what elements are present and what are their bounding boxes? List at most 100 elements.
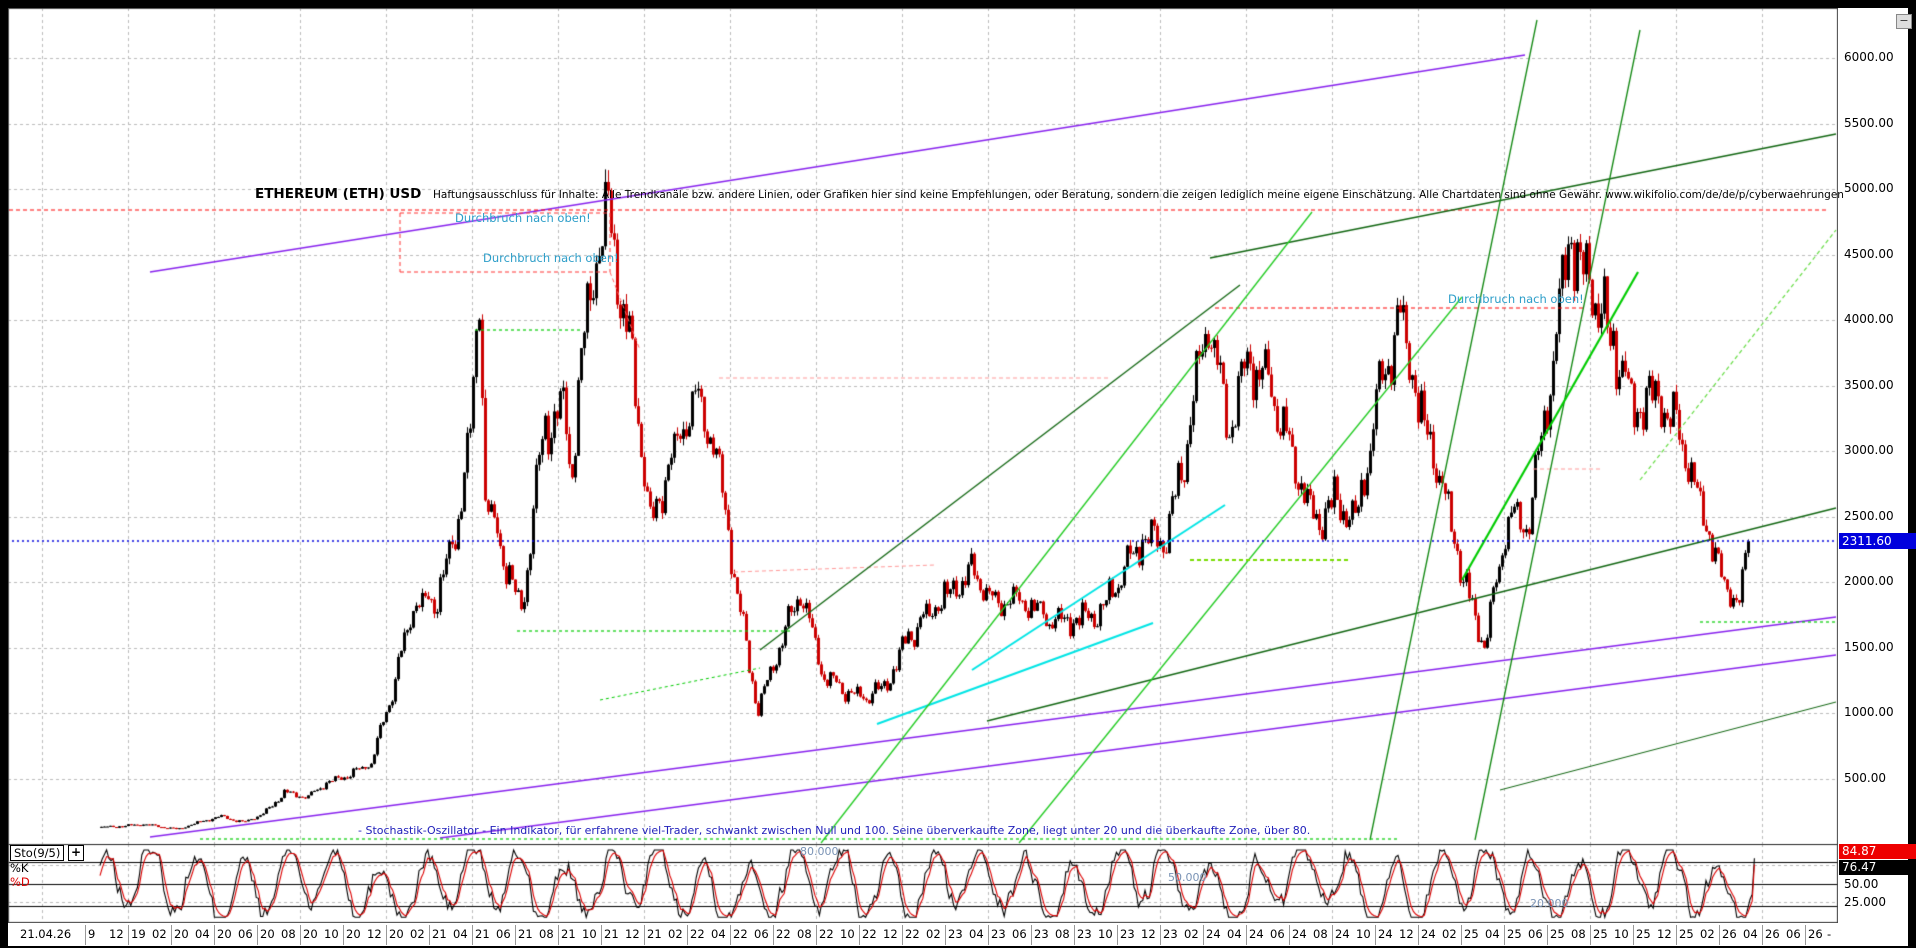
oscillator-expand-button[interactable]: + [68,845,84,861]
price-chart-canvas[interactable] [8,8,1838,845]
x-axis-month-label: 02 [1184,927,1199,941]
k-series-label: %K [10,861,29,875]
x-axis-year-label: 20 [174,927,189,941]
minimize-button[interactable]: − [1896,14,1912,29]
x-axis-year-label: 25 [1593,927,1608,941]
x-axis-month-label: 06 [238,927,253,941]
x-axis-year-label: 9 [88,927,96,941]
x-axis-tick [859,925,860,945]
x-axis-tick [1805,925,1806,945]
x-axis-month-label: 12 [367,927,382,941]
x-axis-year-label: 26 [1808,927,1823,941]
x-axis-tick [1160,925,1161,945]
price-axis-label: 4500.00 [1844,246,1894,261]
current-price-badge: 2311.60 [1839,533,1916,549]
x-axis-tick [730,925,731,945]
x-axis-month-label: 04 [195,927,210,941]
k-value-badge: 84.87 [1839,844,1916,859]
x-axis-year-label: 24 [1292,927,1307,941]
osc-axis-label-25: 25.000 [1844,895,1886,909]
price-axis-label: 5500.00 [1844,115,1894,130]
price-axis-label: 3000.00 [1844,443,1894,457]
x-axis-tick [1418,925,1419,945]
x-axis-tick [128,925,129,945]
x-axis-month-label: 10 [324,927,339,941]
x-axis-tick [171,925,172,945]
x-axis-tick [601,925,602,945]
x-axis-tick [1332,925,1333,945]
x-axis-month-label: 04 [969,927,984,941]
x-axis-month-label: 04 [711,927,726,941]
disclaimer-text: Haftungsausschluss für Inhalte: Alle Tre… [433,189,1844,201]
x-axis-year-label: 22 [733,927,748,941]
x-axis-month-label: 08 [1313,927,1328,941]
x-axis-month-label: 06 [754,927,769,941]
x-axis-tick [1633,925,1634,945]
chart-title: ETHEREUM (ETH) USD [255,186,422,202]
x-axis-year-label: 21 [475,927,490,941]
x-axis-month-label: 10 [1614,927,1629,941]
x-axis-month-label: 02 [1442,927,1457,941]
x-axis-month-label: 06 [1270,927,1285,941]
x-axis-year-label: 20 [346,927,361,941]
x-axis-first-date: 21.04.26 [20,927,72,941]
x-axis-month-label: 04 [453,927,468,941]
x-axis-tick [1246,925,1247,945]
x-axis-month-label: 12 [1657,927,1672,941]
x-axis-tick [343,925,344,945]
time-axis: 21.04.26 9 12 19 02 20 04 20 06 20 08 20 10 20 12 20 02 2… [8,925,1908,946]
x-axis-month-label: 04 [1485,927,1500,941]
d-series-label: %D [10,875,30,889]
x-axis-month-label: 10 [1356,927,1371,941]
x-axis-year-label: 22 [862,927,877,941]
x-axis-tick [1375,925,1376,945]
stochastic-oscillator-canvas[interactable] [8,844,1838,923]
x-axis-year-label: 23 [948,927,963,941]
x-axis-month-label: 10 [840,927,855,941]
x-axis-year-label: 19 [131,927,146,941]
x-axis-tick [1203,925,1204,945]
x-axis-year-label: 23 [1120,927,1135,941]
x-axis-tick [472,925,473,945]
x-axis-month-label: 02 [668,927,683,941]
price-axis-label: 500.00 [1844,770,1886,785]
oscillator-name-badge[interactable]: Sto(9/5) [10,845,65,861]
x-axis-month-label: 12 [1399,927,1414,941]
x-axis-tick [687,925,688,945]
x-axis-tick [988,925,989,945]
price-axis-label: 2000.00 [1844,574,1894,588]
osc-axis-label-50: 50.00 [1844,877,1879,891]
x-axis-tick [1676,925,1677,945]
x-axis-year-label: 25 [1679,927,1694,941]
x-axis-year-label: 24 [1335,927,1350,941]
x-axis-month-label: 10 [1098,927,1113,941]
annotation-text: Durchbruch nach oben! [1448,292,1584,306]
x-axis-tick [1289,925,1290,945]
x-axis-month-label: 02 [1700,927,1715,941]
x-axis-tick [1547,925,1548,945]
x-axis-tick [515,925,516,945]
price-axis-label: 4000.00 [1844,312,1894,326]
x-axis-month-label: 02 [152,927,167,941]
x-axis-month-label: 12 [1141,927,1156,941]
x-axis-year-label: 22 [776,927,791,941]
x-axis-month-label: 06 [496,927,511,941]
x-axis-tick [1117,925,1118,945]
x-axis-tick [85,925,86,945]
x-axis-year-label: 22 [905,927,920,941]
x-axis-year-label: 20 [217,927,232,941]
x-axis-year-label: 24 [1249,927,1264,941]
x-axis-month-label: 08 [539,927,554,941]
x-axis-month-label: 04 [1743,927,1758,941]
x-axis-month-label: 08 [1571,927,1586,941]
price-axis-label: 1000.00 [1844,705,1894,719]
x-axis-year-label: 20 [260,927,275,941]
x-axis-year-label: 21 [604,927,619,941]
price-axis-label: 5000.00 [1844,181,1894,195]
x-axis-year-label: 21 [561,927,576,941]
x-axis-tick [1762,925,1763,945]
x-axis-tick [429,925,430,945]
x-axis-month-label: 06 [1528,927,1543,941]
x-axis-month-label: 08 [281,927,296,941]
